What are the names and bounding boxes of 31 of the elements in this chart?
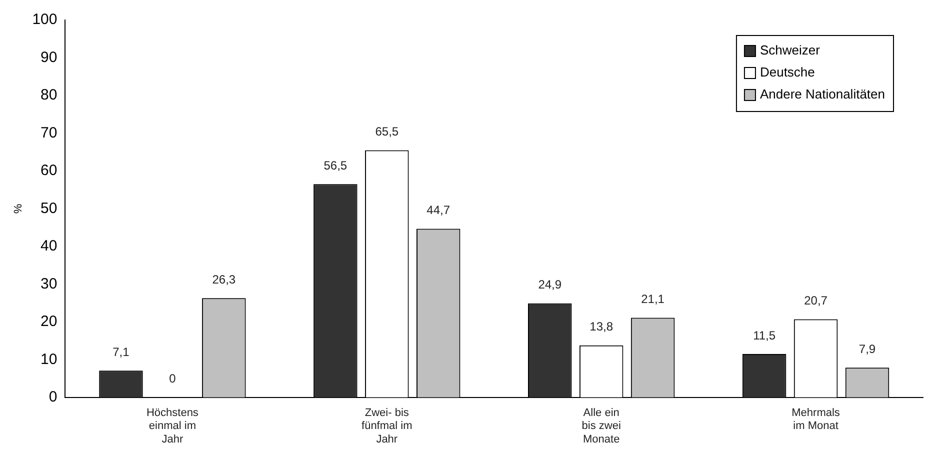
data-label: 11,5 <box>753 328 776 342</box>
data-label: 56,5 <box>324 158 348 172</box>
legend-label: Deutsche <box>760 64 815 80</box>
y-tick-label: 0 <box>48 388 58 406</box>
data-label: 21,1 <box>641 292 665 306</box>
y-tick-label: 40 <box>40 238 58 255</box>
y-tick-label: 50 <box>40 200 58 217</box>
y-tick-label: 20 <box>40 313 58 330</box>
x-tick-label: Alle ein bis zwei Monate <box>582 407 621 446</box>
data-label: 44,7 <box>426 203 450 218</box>
data-label: 26,3 <box>212 272 236 286</box>
y-tick-label: 60 <box>40 162 58 180</box>
y-tick-label: 10 <box>40 350 58 368</box>
x-tick-label: Mehrmals im Monat <box>792 407 840 432</box>
data-label: 65,5 <box>375 124 399 139</box>
data-label: 0 <box>169 372 176 386</box>
data-label: 20,7 <box>804 294 828 308</box>
y-tick-label: 90 <box>40 48 58 66</box>
data-label: 13,8 <box>590 320 614 334</box>
x-tick-label: Höchstens einmal im Jahr <box>146 407 199 446</box>
y-tick-label: 80 <box>40 86 58 104</box>
legend-label: Schweizer <box>760 42 821 58</box>
y-tick-label: 100 <box>32 11 58 28</box>
data-label: 24,9 <box>538 278 562 292</box>
x-tick-label: Zwei- bis fünfmal im Jahr <box>362 407 412 446</box>
data-label: 7,9 <box>858 342 876 356</box>
y-tick-label: 30 <box>40 275 58 292</box>
y-tick-label: 70 <box>40 124 58 142</box>
y-axis-title: % <box>12 204 25 214</box>
data-label: 7,1 <box>112 344 130 359</box>
legend-label: Andere Nationalitäten <box>760 86 885 102</box>
